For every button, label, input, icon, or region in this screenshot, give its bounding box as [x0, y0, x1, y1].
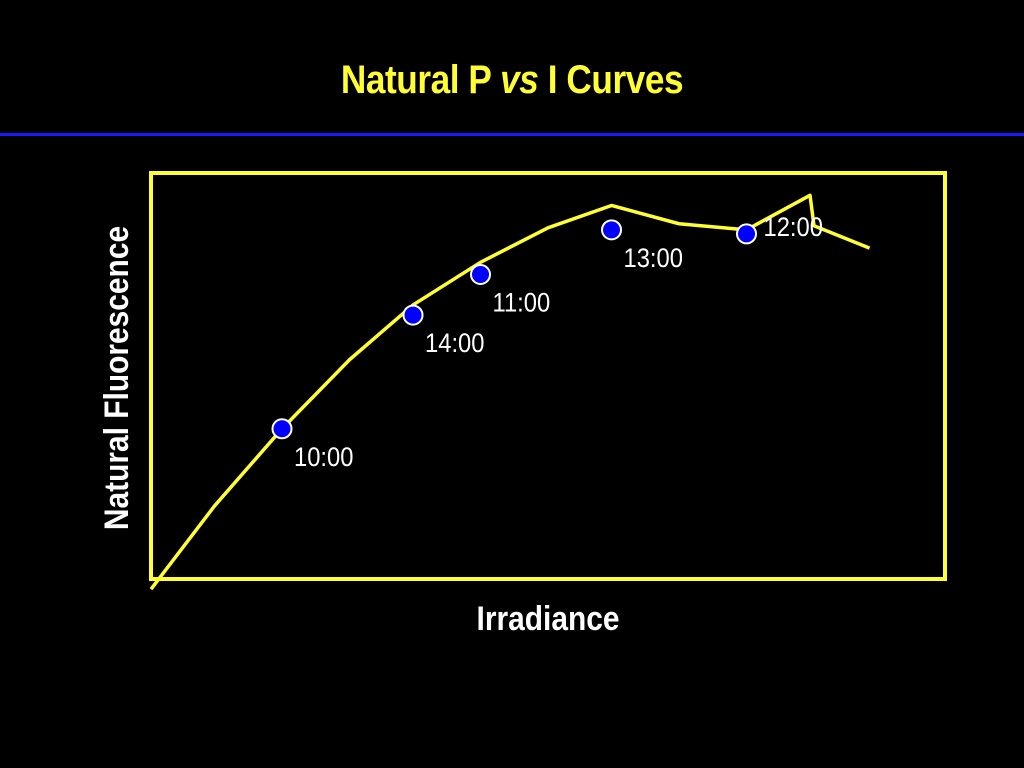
y-axis-title: Natural Fluorescence — [97, 226, 135, 530]
data-point-2 — [470, 264, 492, 285]
data-point-1 — [402, 304, 424, 326]
data-label-1: 14:00 — [425, 329, 484, 359]
data-point-4 — [736, 223, 757, 245]
slide-title: Natural P vs I Curves — [61, 58, 962, 103]
data-label-3: 13:00 — [624, 243, 683, 273]
title-suffix: I Curves — [538, 58, 684, 102]
data-label-2: 11:00 — [493, 288, 551, 318]
data-point-3 — [601, 219, 623, 241]
data-points: 10:00 14:00 11:00 13:00 12:00 — [271, 213, 823, 472]
series-line — [149, 193, 871, 591]
title-vs: vs — [500, 58, 539, 102]
data-label-4: 12:00 — [764, 213, 823, 243]
x-axis-title: Irradiance — [477, 599, 620, 637]
data-point-0 — [271, 418, 293, 440]
title-prefix: Natural P — [340, 58, 501, 102]
data-label-0: 10:00 — [294, 442, 353, 472]
plot-frame — [149, 171, 947, 581]
title-divider — [0, 133, 1024, 136]
